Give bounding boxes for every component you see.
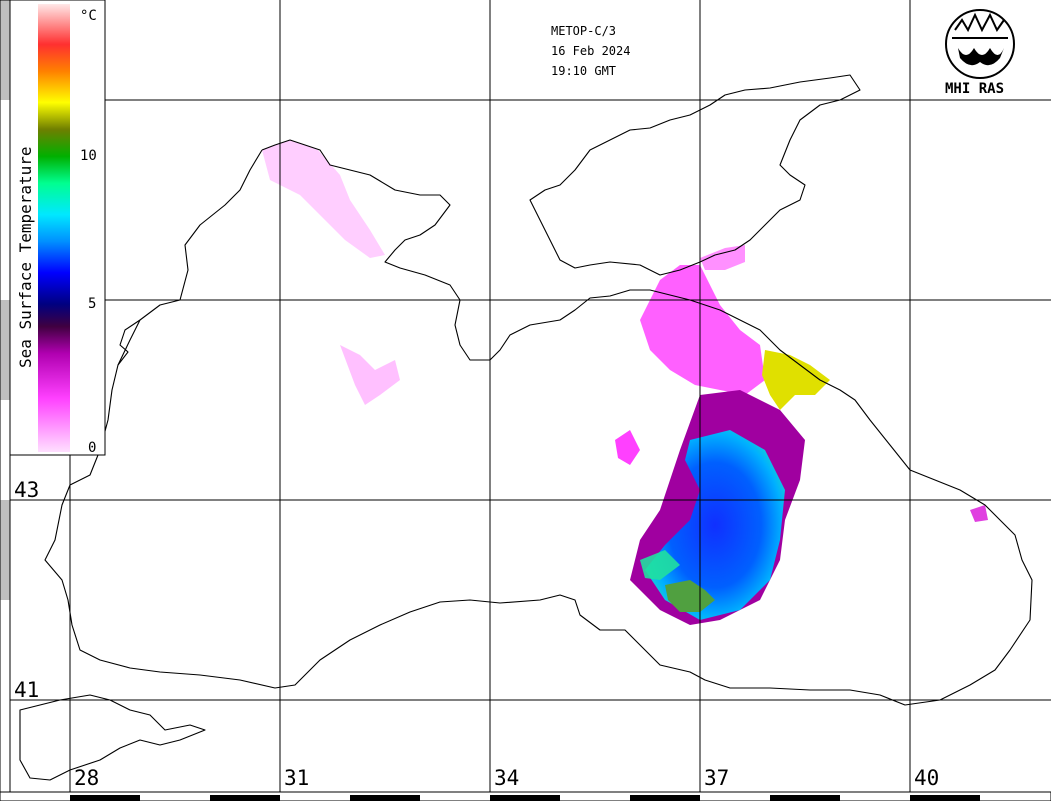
lon-label-37: 37 xyxy=(704,766,729,790)
lon-label-28: 28 xyxy=(74,766,99,790)
coast-black-sea xyxy=(44,149,1033,706)
sst-overlay xyxy=(262,140,988,625)
lon-label-31: 31 xyxy=(284,766,309,790)
coast-crimea xyxy=(261,139,691,361)
sst-patch-east-spot xyxy=(970,505,988,522)
sst-patch-green-south xyxy=(665,580,715,612)
sst-patch-blue-core xyxy=(645,430,785,620)
mhi-ras-logo-icon: MHI RAS xyxy=(945,9,1015,97)
header-info: METOP-C/3 16 Feb 2024 19:10 GMT xyxy=(551,24,630,78)
acquisition-date: 16 Feb 2024 xyxy=(551,44,630,58)
sst-patch-azov-south xyxy=(700,245,745,270)
coast-danube-delta xyxy=(117,319,141,366)
lat-label-43: 43 xyxy=(14,478,39,502)
graticule xyxy=(10,0,1051,792)
lon-label-34: 34 xyxy=(494,766,519,790)
logo-label: MHI RAS xyxy=(945,81,1004,97)
sst-patch-caucasus-yellow xyxy=(762,350,830,410)
legend-panel: °C 10 5 0 Sea Surface Temperature xyxy=(9,0,106,456)
legend-colorbar xyxy=(38,4,70,452)
graticule-labels: 43 41 28 31 34 37 40 xyxy=(14,478,939,790)
legend-tick-5: 5 xyxy=(88,296,96,312)
legend-tick-10: 10 xyxy=(80,148,97,164)
sst-patch-magenta-spot xyxy=(615,430,640,465)
sst-patch-kerch xyxy=(640,265,765,395)
acquisition-time: 19:10 GMT xyxy=(551,64,616,78)
sst-patch-nw-shelf xyxy=(262,140,385,258)
legend-title: Sea Surface Temperature xyxy=(16,146,35,368)
sst-patch-cyan-edge xyxy=(640,550,680,580)
coast-marmara xyxy=(19,694,206,781)
sst-patch-west xyxy=(340,345,400,405)
coast-azov xyxy=(529,74,861,276)
legend-tick-0: 0 xyxy=(88,440,96,456)
lon-label-40: 40 xyxy=(914,766,939,790)
lat-label-41: 41 xyxy=(14,678,39,702)
legend-unit: °C xyxy=(80,8,97,24)
satellite-name: METOP-C/3 xyxy=(551,24,616,38)
coastline xyxy=(19,74,1033,781)
